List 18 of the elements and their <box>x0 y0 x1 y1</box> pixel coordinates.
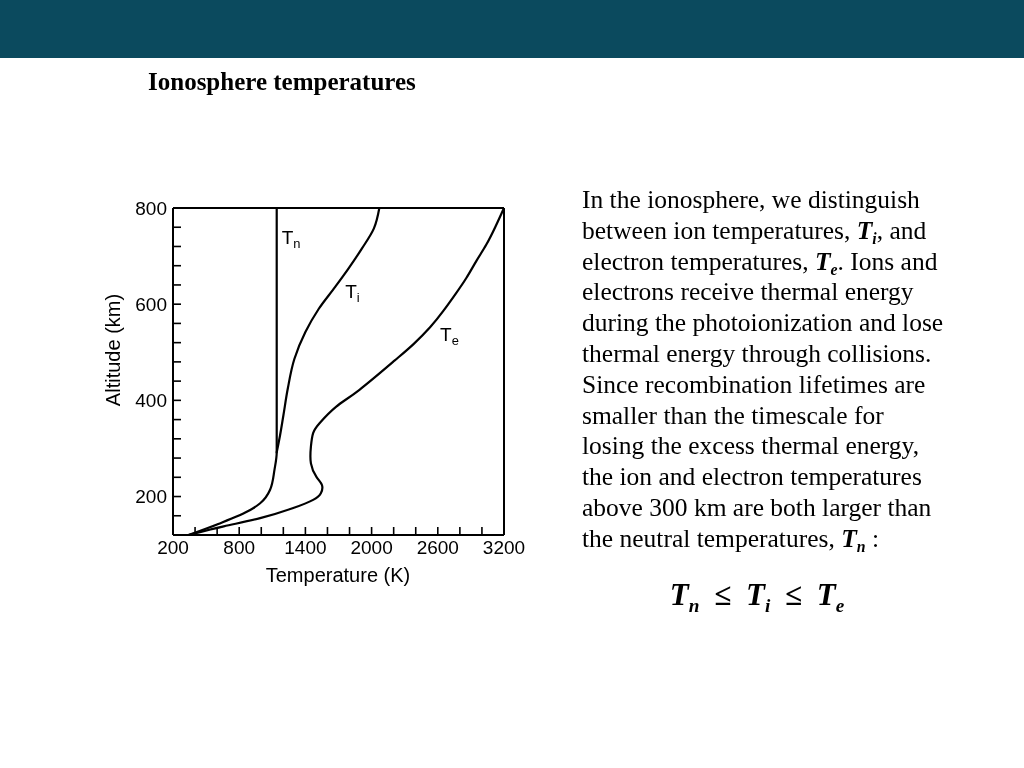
x-tick-label: 2600 <box>416 537 459 559</box>
chart-title: Ionosphere temperatures <box>148 67 416 97</box>
x-tick-label: 200 <box>157 537 189 559</box>
y-tick-label: 800 <box>135 197 167 219</box>
series-label: T$_{n}$ <box>281 227 301 251</box>
x-axis-title: Temperature (K) <box>264 564 412 587</box>
x-tick-label: 3200 <box>482 537 526 559</box>
series-label: T$_{i}$ <box>345 280 360 305</box>
text: In the ionosphere, we distinguish between ion temperatures, T$_{i}$, and electron temperatures, T$_{e}$. Ions and electrons receive thermal energy during the photoionization and lose thermal energy through collisions. Since recombination lifetimes are smaller than the timescale for losing the excess thermal energy, the ion and electron temperatures above 300 km are both larger than the neutral temperatures, T$_{n}$ : <box>582 185 944 556</box>
y-tick-label: 200 <box>135 486 167 508</box>
x-tick-label: 2000 <box>350 537 393 559</box>
x-tick-label: 800 <box>223 537 256 559</box>
y-tick-label: 400 <box>135 390 167 412</box>
text: T$_{n}$ ≤ T$_{i}$ ≤ T$_{e}$ <box>669 577 845 616</box>
series-label: T$_{e}$ <box>440 324 459 349</box>
x-tick-label: 1400 <box>284 537 327 559</box>
y-tick-label: 600 <box>135 293 167 315</box>
y-axis-title: Altitude (km) <box>101 293 125 407</box>
